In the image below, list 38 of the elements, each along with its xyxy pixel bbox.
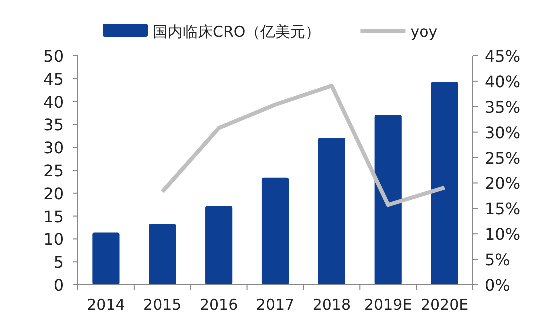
y-tick-label: 10 <box>44 230 64 250</box>
y2-tick-label: 20% <box>485 174 521 194</box>
x-tick-label: 2016 <box>200 296 238 314</box>
y2-tick-label: 0% <box>485 276 510 295</box>
y-tick-label: 45 <box>44 70 64 89</box>
y2-tick-label: 10% <box>485 225 521 244</box>
bar <box>318 138 346 285</box>
y-tick-label: 5 <box>54 253 64 272</box>
y-tick-label: 20 <box>44 184 64 204</box>
x-tick-label: 2017 <box>256 296 295 314</box>
y-tick-label: 50 <box>44 47 64 66</box>
y2-tick-label: 5% <box>485 250 510 270</box>
y2-tick-label: 15% <box>485 200 521 219</box>
y2-tick-label: 40% <box>485 72 521 92</box>
x-tick-label: 2019E <box>364 296 412 314</box>
bar <box>149 224 176 285</box>
y-tick-label: 40 <box>44 92 64 112</box>
y2-tick-label: 45% <box>485 47 521 66</box>
x-tick-label: 2018 <box>312 296 352 314</box>
bar <box>206 206 233 285</box>
y2-tick-label: 35% <box>485 98 521 117</box>
y2-tick-label: 30% <box>485 123 521 142</box>
legend-label: 国内临床CRO（亿美元） <box>153 23 321 41</box>
x-tick-label: 2014 <box>87 296 126 314</box>
y-tick-label: 15 <box>44 207 64 226</box>
bar <box>374 115 402 285</box>
y-tick-label: 0 <box>54 276 64 295</box>
legend-label: yoy <box>410 23 438 41</box>
y-tick-label: 25 <box>44 162 64 180</box>
y-tick-label: 30 <box>44 138 64 158</box>
y-tick-label: 35 <box>44 116 64 135</box>
bar <box>92 232 120 285</box>
bar <box>262 178 290 285</box>
y2-tick-label: 25% <box>485 148 521 168</box>
x-tick-label: 2015 <box>144 296 182 314</box>
bar <box>431 82 458 285</box>
line-series <box>160 84 447 208</box>
x-tick-label: 2020E <box>420 296 469 314</box>
